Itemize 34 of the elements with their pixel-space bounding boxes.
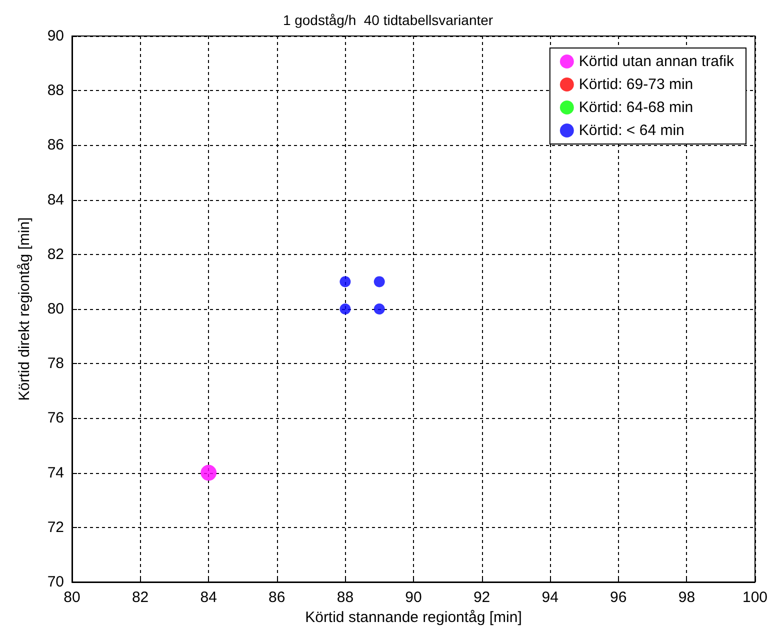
y-tick-label: 80 [47,300,64,318]
point [200,464,217,481]
legend-label: Körtid utan annan trafik [578,53,734,70]
point [340,276,351,288]
x-tick-label: 80 [64,589,80,606]
x-tick-label: 92 [473,589,490,606]
x-tick-label: 98 [678,589,696,606]
y-tick-label: 90 [47,28,64,44]
y-axis-title: Körtid direkt regiontåg [min] [16,217,33,401]
y-tick-label: 70 [47,574,64,590]
x-tick-label: 88 [336,589,354,606]
x-tick-label: 94 [542,589,558,606]
legend-label: Körtid: 64-68 min [578,99,694,116]
y-tick-label: 84 [47,191,64,208]
y-tick-label: 82 [47,246,64,263]
legend-label: Körtid: < 64 min [578,122,684,139]
x-tick-label: 82 [132,589,149,606]
x-tick-label: 84 [200,589,217,606]
point [374,276,385,288]
y-tick-label: 74 [47,464,64,482]
y-tick-label: 78 [47,355,64,372]
x-tick-label: 86 [268,589,286,606]
x-tick-label: 100 [742,589,768,606]
y-tick-label: 88 [47,82,64,100]
legend-label: Körtid: 69-73 min [578,76,694,93]
chart-title: 1 godståg/h 40 tidtabellsvarianter [282,12,494,28]
x-axis-title: Körtid stannande regiontåg [min] [305,609,522,626]
y-tick-label: 76 [47,410,64,427]
x-tick-label: 96 [610,589,627,606]
y-tick-label: 86 [47,136,64,154]
point [340,304,351,314]
y-tick-label: 72 [47,518,64,536]
x-tick-label: 90 [405,589,422,606]
point [374,304,385,314]
